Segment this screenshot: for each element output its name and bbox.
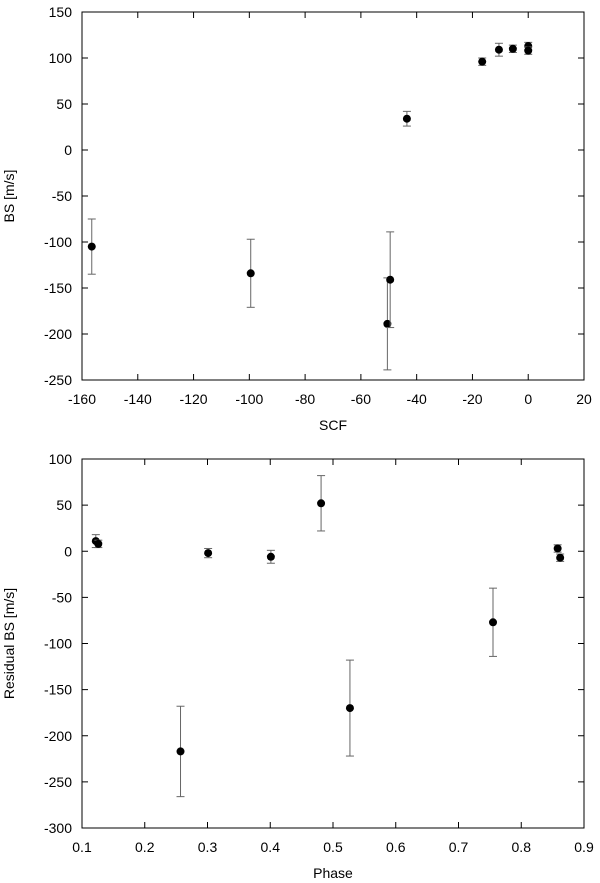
x-tick-label: -140 (124, 391, 152, 407)
x-tick-label: 0.7 (449, 839, 469, 855)
data-point (508, 44, 517, 53)
data-point (317, 475, 326, 532)
y-tick-label: -100 (44, 234, 72, 250)
y-tick-label: -50 (52, 589, 72, 605)
data-point (94, 539, 103, 549)
plot-frame (81, 11, 585, 381)
y-tick-label: -200 (44, 326, 72, 342)
data-point (553, 544, 562, 553)
data-point (524, 46, 533, 55)
y-axis-label: BS [m/s] (1, 170, 17, 223)
data-marker (508, 44, 517, 53)
data-point (556, 553, 565, 562)
y-tick-label: -300 (44, 820, 72, 836)
x-axis-label: SCF (319, 417, 347, 433)
x-tick-label: -20 (462, 391, 482, 407)
data-point (345, 659, 354, 757)
x-tick-label: 20 (576, 391, 592, 407)
x-tick-label: 0.6 (386, 839, 406, 855)
top-scatter-plot: -160 -140 -120 -100 -80 -60 -40 -20 0 20150100500… (1, 4, 592, 433)
x-tick-label: 0.9 (574, 839, 594, 855)
bottom-scatter-plot: 0.1 0.2 0.3 0.4 0.5 0.6 0.7 0.8 0.9 100 50 0 -50 -100… (1, 451, 594, 881)
data-point (266, 549, 275, 564)
data-marker (317, 499, 326, 508)
x-tick-label: -80 (295, 391, 315, 407)
x-tick-label: 0.1 (72, 839, 92, 855)
x-tick-label: -160 (68, 391, 96, 407)
y-tick-label: -250 (44, 774, 72, 790)
data-point (204, 547, 213, 559)
x-tick-label: -60 (351, 391, 371, 407)
x-tick-label: 0.4 (261, 839, 281, 855)
plot-frame (81, 458, 585, 829)
data-point (494, 42, 503, 57)
data-point (386, 231, 395, 329)
data-marker (383, 319, 392, 328)
x-tick-label: 0 (524, 391, 532, 407)
y-tick-label: -100 (44, 636, 72, 652)
data-marker (553, 544, 562, 553)
y-tick-label: -250 (44, 372, 72, 388)
y-tick-label: -50 (52, 188, 72, 204)
data-point (478, 57, 487, 66)
y-tick-label: 50 (56, 497, 72, 513)
y-tick-label: 100 (49, 451, 73, 467)
data-marker (494, 45, 503, 54)
data-point (489, 587, 498, 657)
data-marker (556, 553, 565, 562)
x-tick-label: -40 (407, 391, 427, 407)
x-tick-label: 0.5 (323, 839, 343, 855)
data-point (87, 218, 96, 275)
x-tick-label: 0.3 (198, 839, 218, 855)
x-tick-label: 0.8 (512, 839, 532, 855)
data-point (176, 705, 185, 798)
data-marker (478, 57, 487, 66)
data-marker (402, 114, 411, 123)
data-marker (246, 269, 255, 278)
y-tick-label: -150 (44, 682, 72, 698)
y-tick-label: 0 (64, 543, 72, 559)
x-tick-label: -100 (235, 391, 263, 407)
y-axis-label: Residual BS [m/s] (1, 588, 17, 699)
y-tick-label: -200 (44, 728, 72, 744)
data-marker (266, 552, 275, 561)
data-marker (176, 747, 185, 756)
data-point (402, 110, 411, 127)
data-marker (386, 275, 395, 284)
data-marker (94, 539, 103, 548)
y-tick-label: 100 (49, 50, 73, 66)
y-tick-label: 150 (49, 4, 73, 20)
data-marker (489, 618, 498, 627)
data-marker (204, 549, 213, 558)
y-tick-label: -150 (44, 280, 72, 296)
data-point (246, 238, 255, 308)
data-marker (87, 242, 96, 251)
y-tick-label: 0 (64, 142, 72, 158)
x-axis-label: Phase (313, 865, 353, 881)
data-marker (345, 704, 354, 713)
x-tick-label: -120 (180, 391, 208, 407)
data-marker (524, 46, 533, 55)
y-tick-label: 50 (56, 96, 72, 112)
x-tick-label: 0.2 (135, 839, 155, 855)
